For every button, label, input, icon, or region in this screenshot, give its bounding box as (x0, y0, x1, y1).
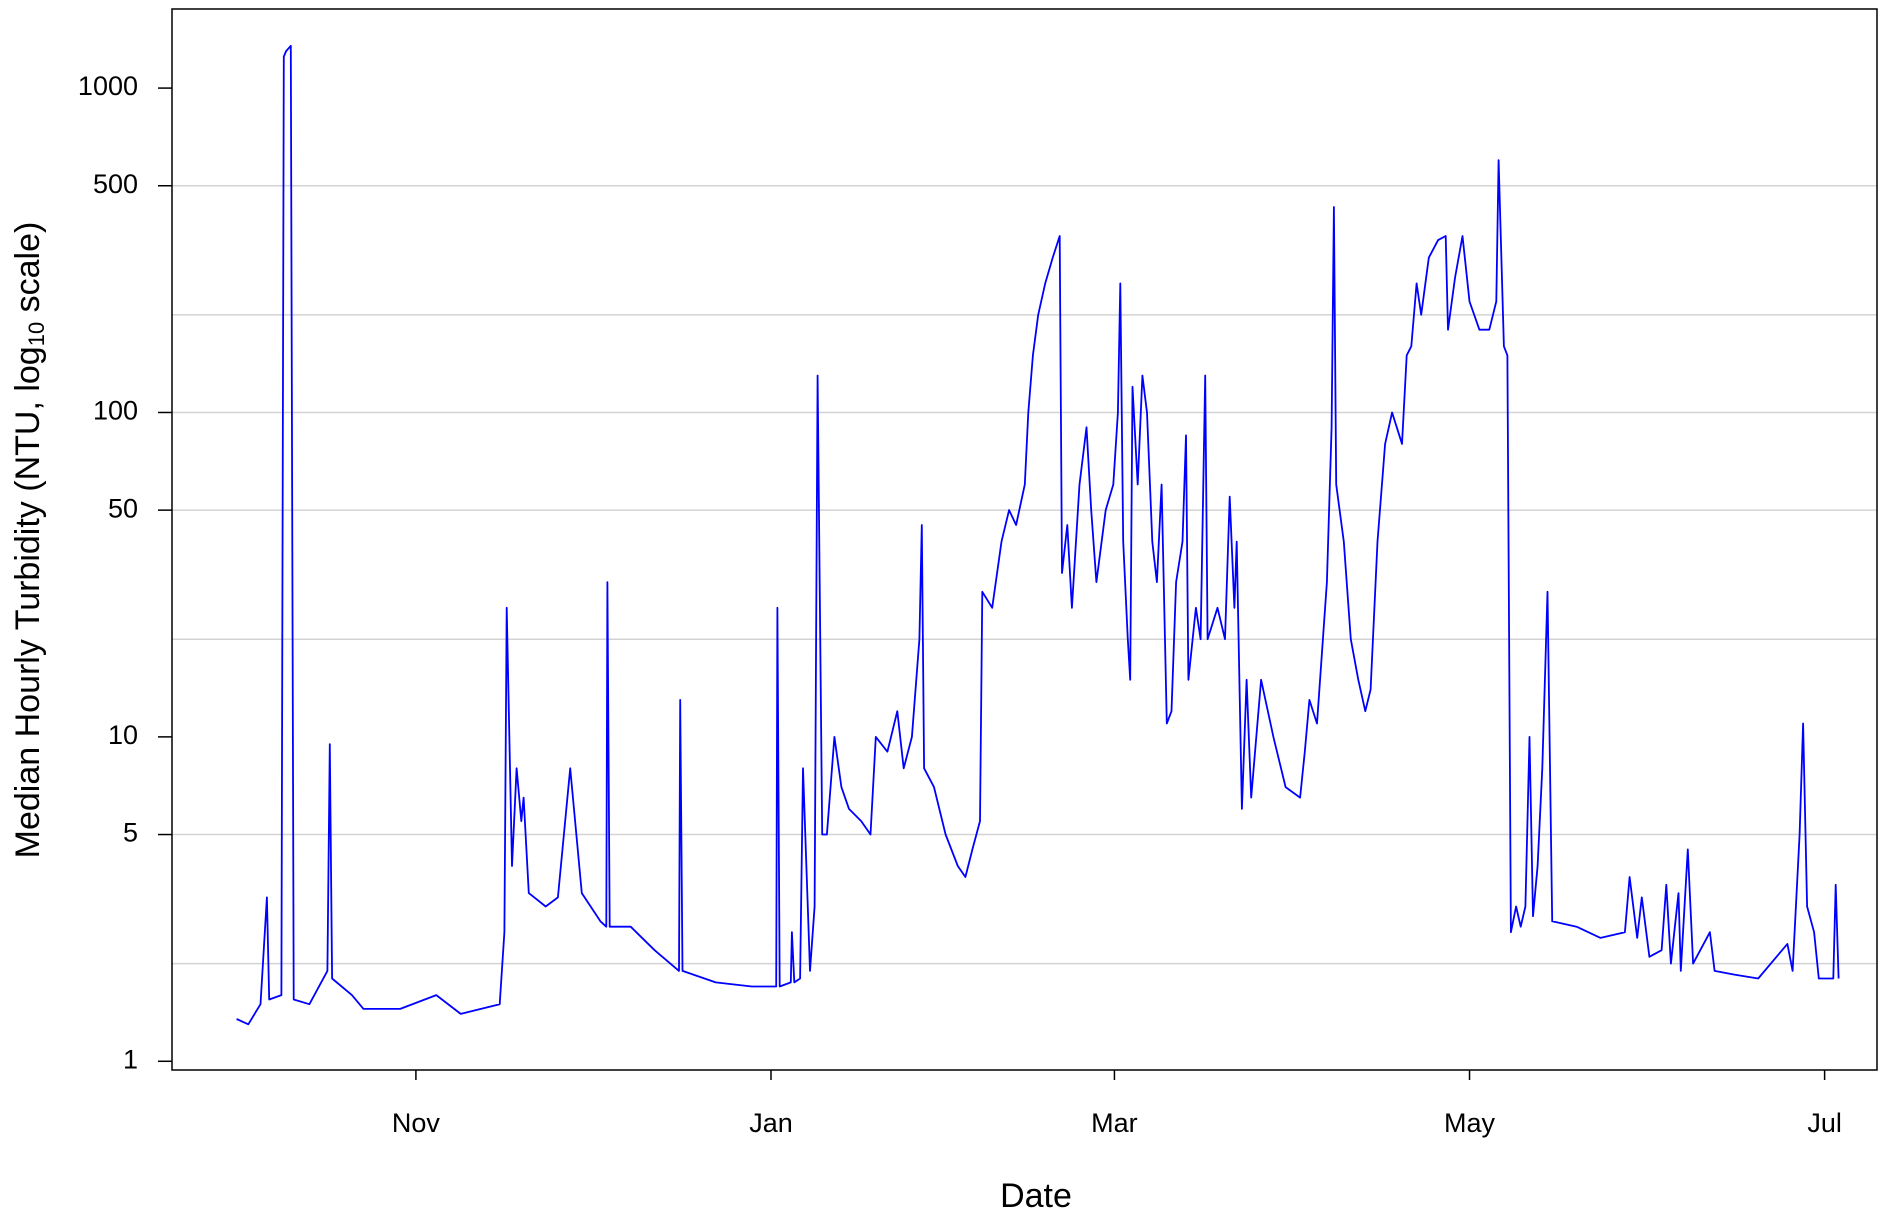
plot-frame (171, 8, 1878, 1071)
x-tick-label: May (1444, 1108, 1496, 1138)
y-tick-label: 5 (123, 818, 138, 848)
y-tick-label: 50 (108, 493, 138, 523)
y-tick-label: 1 (123, 1044, 138, 1074)
x-tick-label: Nov (392, 1108, 441, 1138)
x-tick-label: Jan (749, 1108, 793, 1138)
y-axis-title: Median Hourly Turbidity (NTU, log10 scal… (9, 222, 49, 859)
y-tick-label: 10 (108, 720, 138, 750)
x-tick-label: Jul (1807, 1108, 1842, 1138)
data-line (236, 44, 1840, 1026)
x-axis-title: Date (1000, 1177, 1072, 1215)
y-tick-label: 1000 (78, 71, 138, 101)
x-tick-label: Mar (1091, 1108, 1138, 1138)
y-axis-title-subscript: 10 (24, 322, 49, 346)
y-axis-title-main: Median Hourly Turbidity (NTU, log (9, 346, 47, 858)
y-tick-label: 500 (93, 169, 138, 199)
y-tick-label: 100 (93, 396, 138, 426)
y-axis-title-end: scale) (9, 222, 47, 322)
